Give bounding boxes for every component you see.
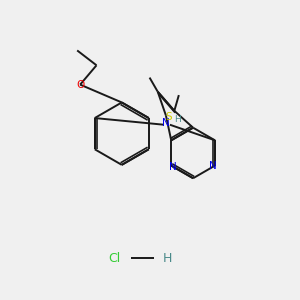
- Text: H: H: [163, 252, 172, 265]
- Text: N: N: [209, 160, 217, 171]
- Text: N: N: [163, 118, 170, 128]
- Text: S: S: [165, 112, 172, 122]
- Text: O: O: [76, 80, 84, 90]
- Text: H: H: [174, 115, 181, 124]
- Text: Cl: Cl: [108, 252, 121, 265]
- Text: N: N: [169, 162, 177, 172]
